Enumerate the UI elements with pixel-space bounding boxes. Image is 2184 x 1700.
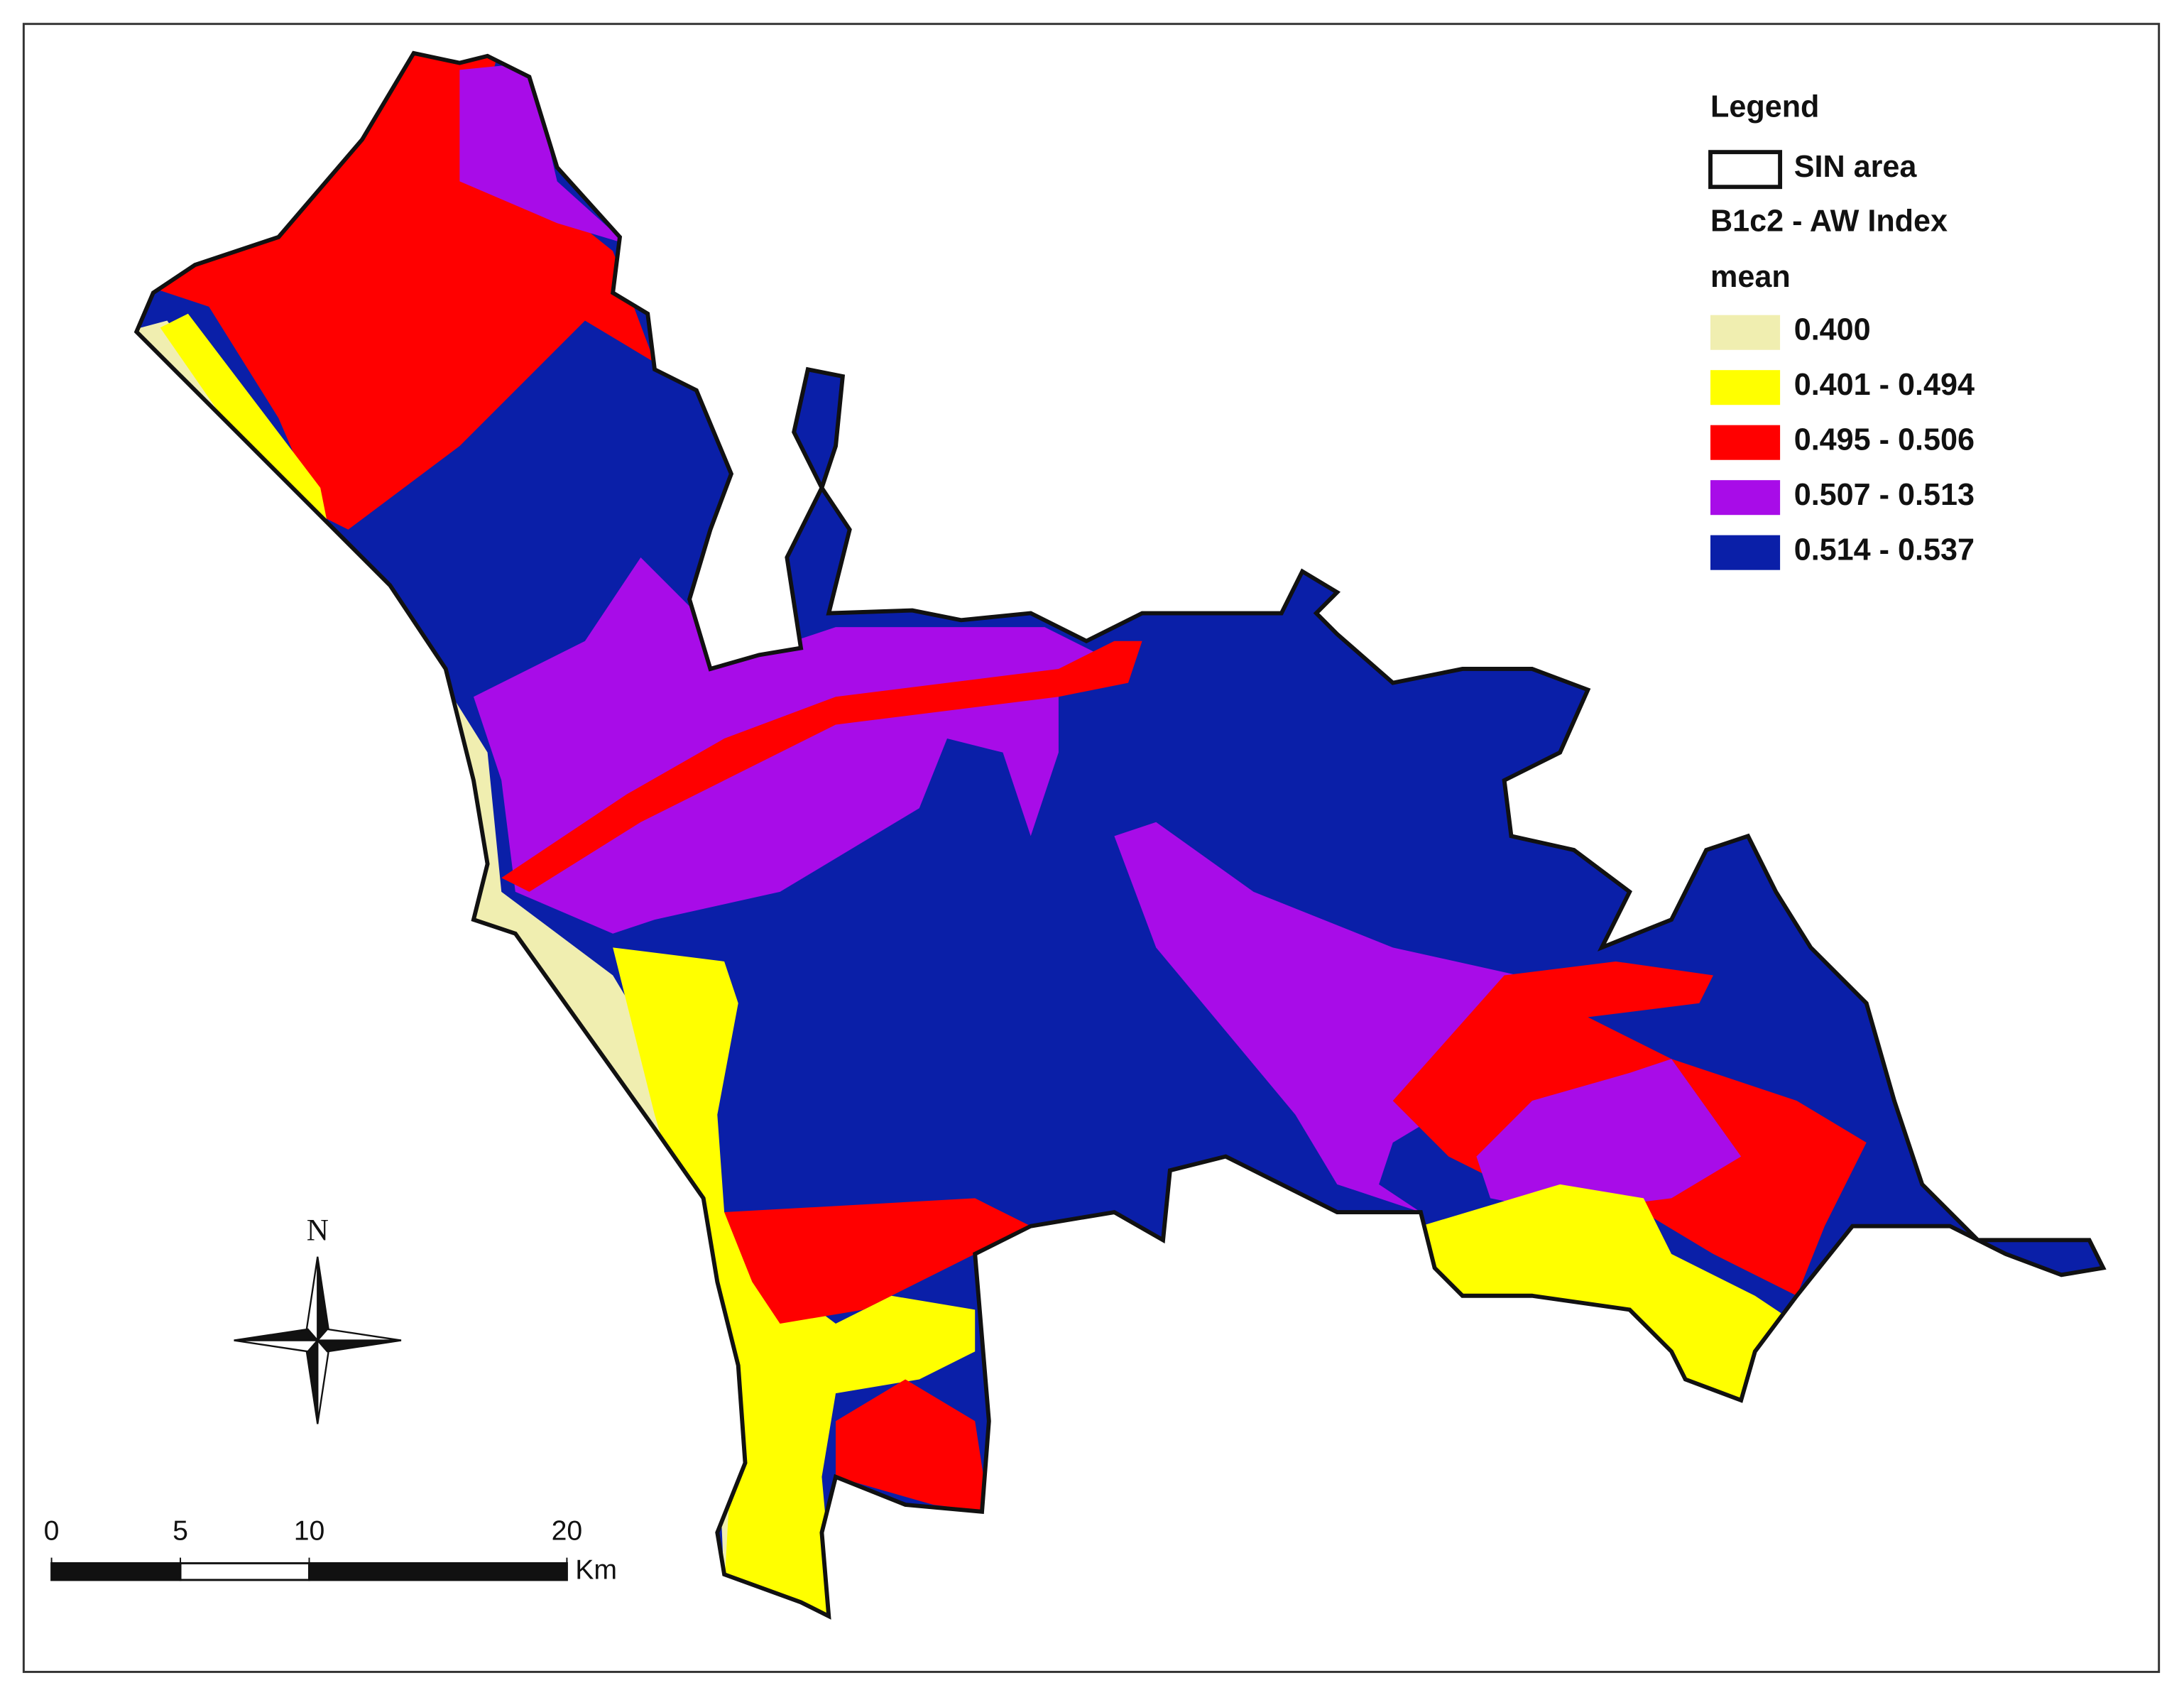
legend-title: Legend xyxy=(1710,90,1819,124)
scale-tick-label: 20 xyxy=(552,1515,583,1547)
legend-label: 0.495 - 0.506 xyxy=(1794,423,1975,457)
legend-label: SIN area xyxy=(1794,150,1918,184)
legend-field: mean xyxy=(1710,260,1791,294)
legend-label: 0.400 xyxy=(1794,313,1871,347)
map-region xyxy=(613,947,976,1616)
scale-segment xyxy=(179,1562,310,1581)
legend-swatch xyxy=(1710,315,1781,350)
legend-label: 0.507 - 0.513 xyxy=(1794,478,1975,512)
map-region xyxy=(459,62,627,244)
scale-unit: Km xyxy=(575,1554,617,1586)
map-region xyxy=(1420,1184,1797,1400)
map-region xyxy=(136,53,655,530)
map-region xyxy=(160,313,328,530)
scale-tick-label: 0 xyxy=(44,1515,60,1547)
scale-tick-label: 10 xyxy=(294,1515,325,1547)
map-region xyxy=(1476,1059,1742,1213)
scale-segment xyxy=(50,1562,182,1581)
legend-swatch xyxy=(1710,535,1781,570)
map-region xyxy=(724,1198,1031,1324)
scale-segment xyxy=(308,1562,568,1581)
legend-swatch xyxy=(1710,425,1781,460)
legend-classes: 0.400 0.401 - 0.494 0.495 - 0.506 0.507 - 0… xyxy=(1710,313,1975,570)
legend-label: 0.514 - 0.537 xyxy=(1794,533,1975,567)
scale-tick-label: 5 xyxy=(173,1515,188,1547)
legend-layer: B1c2 - AW Index xyxy=(1710,205,1948,239)
map-region xyxy=(836,1379,989,1512)
north-arrow xyxy=(234,1256,402,1424)
scale-bar: 0 5 10 20 xyxy=(44,1515,583,1581)
map-region xyxy=(501,641,1142,892)
legend-swatch xyxy=(1710,370,1781,405)
legend-swatch xyxy=(1710,480,1781,516)
legend-label: 0.401 - 0.494 xyxy=(1794,368,1975,402)
legend-swatch xyxy=(1708,150,1783,190)
north-label: N xyxy=(307,1214,329,1247)
